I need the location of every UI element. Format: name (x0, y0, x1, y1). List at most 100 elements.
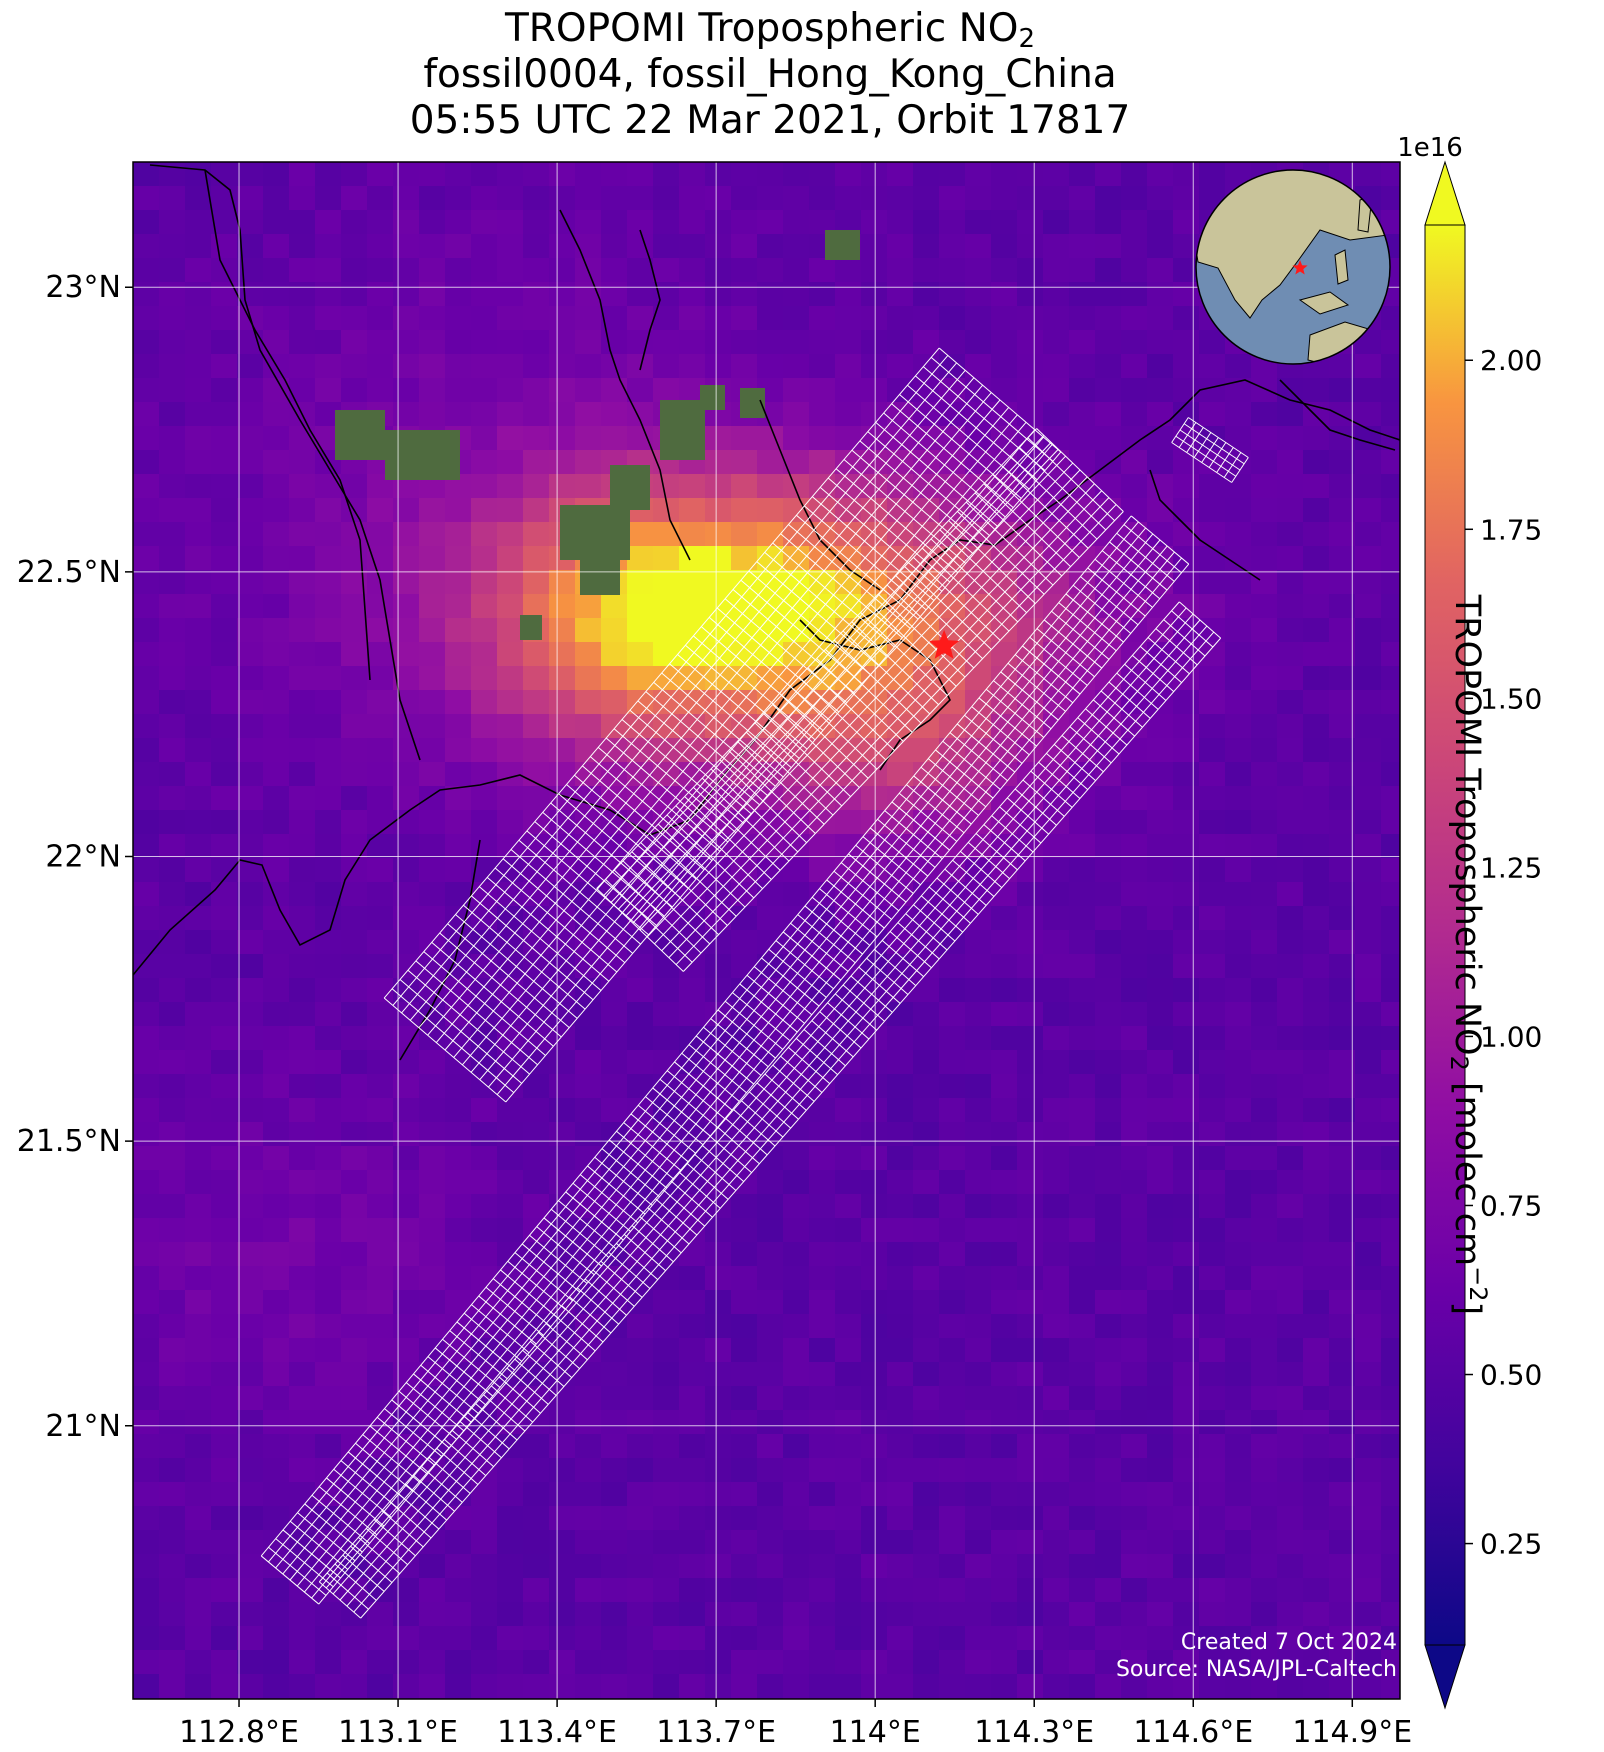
heatmap-cell (1277, 666, 1304, 691)
heatmap-cell (1095, 1026, 1122, 1051)
heatmap-cell (1095, 282, 1122, 307)
heatmap-cell (861, 1434, 888, 1459)
heatmap-cell (913, 1002, 940, 1027)
heatmap-cell (731, 546, 758, 571)
heatmap-cell (237, 1602, 264, 1627)
heatmap-cell (1069, 1194, 1096, 1219)
heatmap-cell (887, 186, 914, 211)
heatmap-cell (263, 930, 290, 955)
heatmap-cell (653, 570, 680, 595)
heatmap-cell (393, 1074, 420, 1099)
heatmap-cell (185, 762, 212, 787)
heatmap-cell (1329, 498, 1356, 523)
heatmap-cell (1277, 1674, 1304, 1699)
heatmap-cell (1147, 1458, 1174, 1483)
heatmap-cell (575, 1482, 602, 1507)
heatmap-cell (445, 1482, 472, 1507)
heatmap-cell (1199, 354, 1226, 379)
swath-line (1175, 435, 1237, 477)
heatmap-cell (1329, 450, 1356, 475)
heatmap-cell (289, 474, 316, 499)
heatmap-cell (965, 330, 992, 355)
heatmap-cell (445, 1074, 472, 1099)
heatmap-cell (1225, 1170, 1252, 1195)
heatmap-cell (627, 594, 654, 619)
heatmap-cell (913, 1050, 940, 1075)
heatmap-cell (1017, 1194, 1044, 1219)
heatmap-cell (1329, 1098, 1356, 1123)
heatmap-cell (393, 522, 420, 547)
heatmap-cell (1069, 1602, 1096, 1627)
heatmap-cell (367, 234, 394, 259)
heatmap-cell (419, 162, 446, 187)
heatmap-cell (445, 1194, 472, 1219)
heatmap-cell (211, 1218, 238, 1243)
heatmap-cell (1381, 1098, 1400, 1123)
heatmap-cell (809, 834, 836, 859)
heatmap-cell (211, 594, 238, 619)
heatmap-cell (1017, 1554, 1044, 1579)
heatmap-cell (1355, 1122, 1382, 1147)
heatmap-cell (1173, 954, 1200, 979)
heatmap-cell (1329, 1650, 1356, 1675)
heatmap-cell (783, 1410, 810, 1435)
heatmap-cell (705, 1290, 732, 1315)
heatmap-cell (861, 306, 888, 331)
heatmap-cell (1381, 1602, 1400, 1627)
heatmap-cell (263, 1146, 290, 1171)
heatmap-cell (1329, 1050, 1356, 1075)
heatmap-cell (1225, 930, 1252, 955)
heatmap-cell (1069, 1122, 1096, 1147)
heatmap-cell (1069, 1482, 1096, 1507)
heatmap-cell (1095, 306, 1122, 331)
heatmap-cell (705, 1362, 732, 1387)
heatmap-cell (185, 882, 212, 907)
heatmap-cell (237, 1530, 264, 1555)
heatmap-cell (341, 1602, 368, 1627)
heatmap-cell (705, 1626, 732, 1651)
heatmap-cell (861, 1122, 888, 1147)
heatmap-cell (159, 1602, 186, 1627)
heatmap-cell (497, 282, 524, 307)
heatmap-cell (1069, 306, 1096, 331)
heatmap-cell (367, 1050, 394, 1075)
heatmap-cell (159, 450, 186, 475)
heatmap-cell (1017, 906, 1044, 931)
heatmap-cell (1095, 330, 1122, 355)
heatmap-cell (1199, 1266, 1226, 1291)
heatmap-cell (315, 1362, 342, 1387)
heatmap-cell (1303, 1266, 1330, 1291)
heatmap-cell (783, 570, 810, 595)
heatmap-cell (991, 1386, 1018, 1411)
heatmap-cell (1199, 1602, 1226, 1627)
heatmap-cell (1095, 1554, 1122, 1579)
heatmap-cell (783, 1626, 810, 1651)
heatmap-cell (679, 1602, 706, 1627)
heatmap-cell (1095, 234, 1122, 259)
heatmap-cell (1355, 714, 1382, 739)
heatmap-cell (1251, 1194, 1278, 1219)
heatmap-cell (159, 642, 186, 667)
heatmap-cell (315, 738, 342, 763)
heatmap-cell (419, 354, 446, 379)
heatmap-cell (809, 1098, 836, 1123)
heatmap-cell (1017, 162, 1044, 187)
heatmap-cell (575, 1530, 602, 1555)
heatmap-cell (991, 1002, 1018, 1027)
heatmap-cell (1147, 378, 1174, 403)
heatmap-cell (939, 258, 966, 283)
heatmap-cell (471, 1626, 498, 1651)
heatmap-cell (1381, 738, 1400, 763)
heatmap-cell (965, 354, 992, 379)
heatmap-cell (1199, 1146, 1226, 1171)
heatmap-cell (133, 354, 160, 379)
heatmap-cell (913, 1290, 940, 1315)
heatmap-cell (497, 786, 524, 811)
heatmap-cell (1277, 426, 1304, 451)
heatmap-cell (1329, 594, 1356, 619)
colorbar-tick-label: 1.50 (1480, 682, 1542, 715)
heatmap-cell (1043, 378, 1070, 403)
heatmap-cell (185, 642, 212, 667)
heatmap-cell (1173, 858, 1200, 883)
heatmap-cell (523, 978, 550, 1003)
